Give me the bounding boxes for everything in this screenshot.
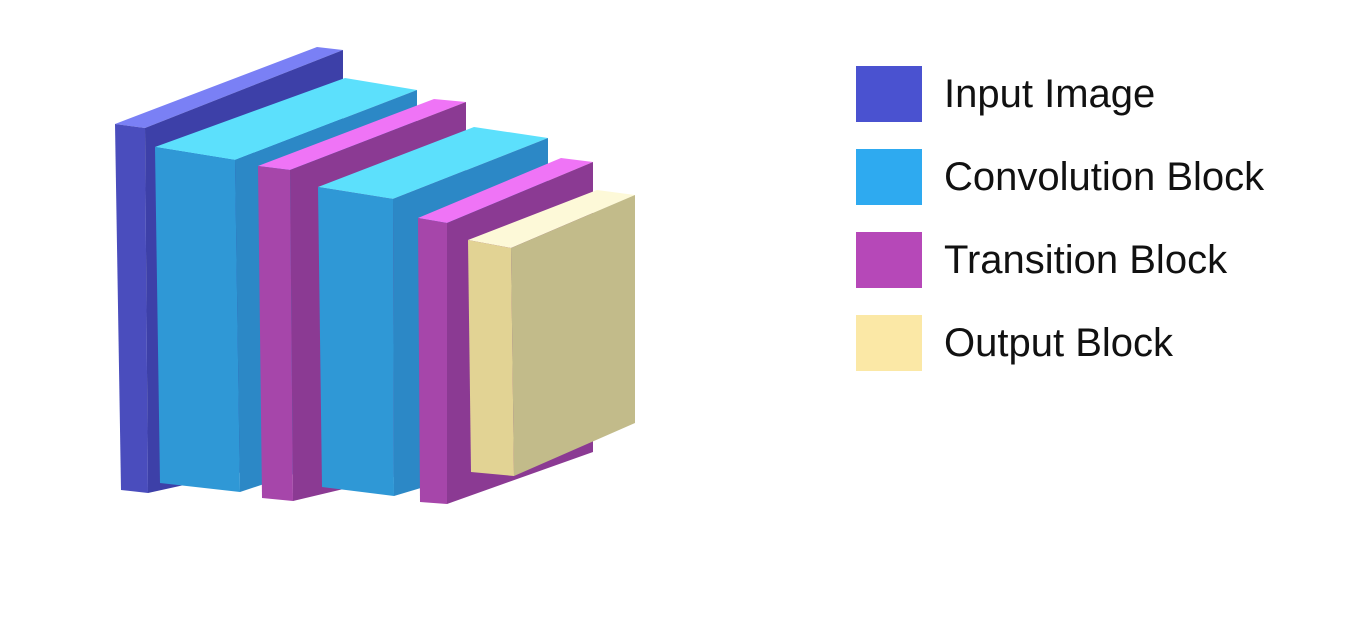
output-block [468,190,635,476]
legend-label: Convolution Block [944,155,1265,199]
convolution-block-1-front [155,147,240,492]
legend-item-convolution-block: Convolution Block [856,149,1326,207]
input-image-swatch [856,66,922,122]
input-image-block-front [115,124,148,493]
transition-block-swatch [856,232,922,288]
legend-item-transition-block: Transition Block [856,232,1326,290]
legend-item-output-block: Output Block [856,315,1326,373]
convolution-block-2-top [318,127,548,199]
convolution-block-swatch [856,149,922,205]
convolution-block-2-front [318,187,394,496]
output-block-swatch [856,315,922,371]
legend-item-input-image: Input Image [856,66,1326,124]
convolution-block-1-top [155,78,417,160]
legend-label: Input Image [944,72,1156,116]
transition-block-1-front [258,166,293,501]
output-block-side [511,195,635,476]
transition-block-2-front [418,218,447,504]
legend-label: Output Block [944,321,1174,365]
legend-label: Transition Block [944,238,1228,282]
output-block-top [468,190,635,248]
input-image-block-top [115,47,343,128]
output-block-front [468,240,514,476]
transition-block-2-top [418,158,593,223]
transition-block-1-top [258,99,466,170]
